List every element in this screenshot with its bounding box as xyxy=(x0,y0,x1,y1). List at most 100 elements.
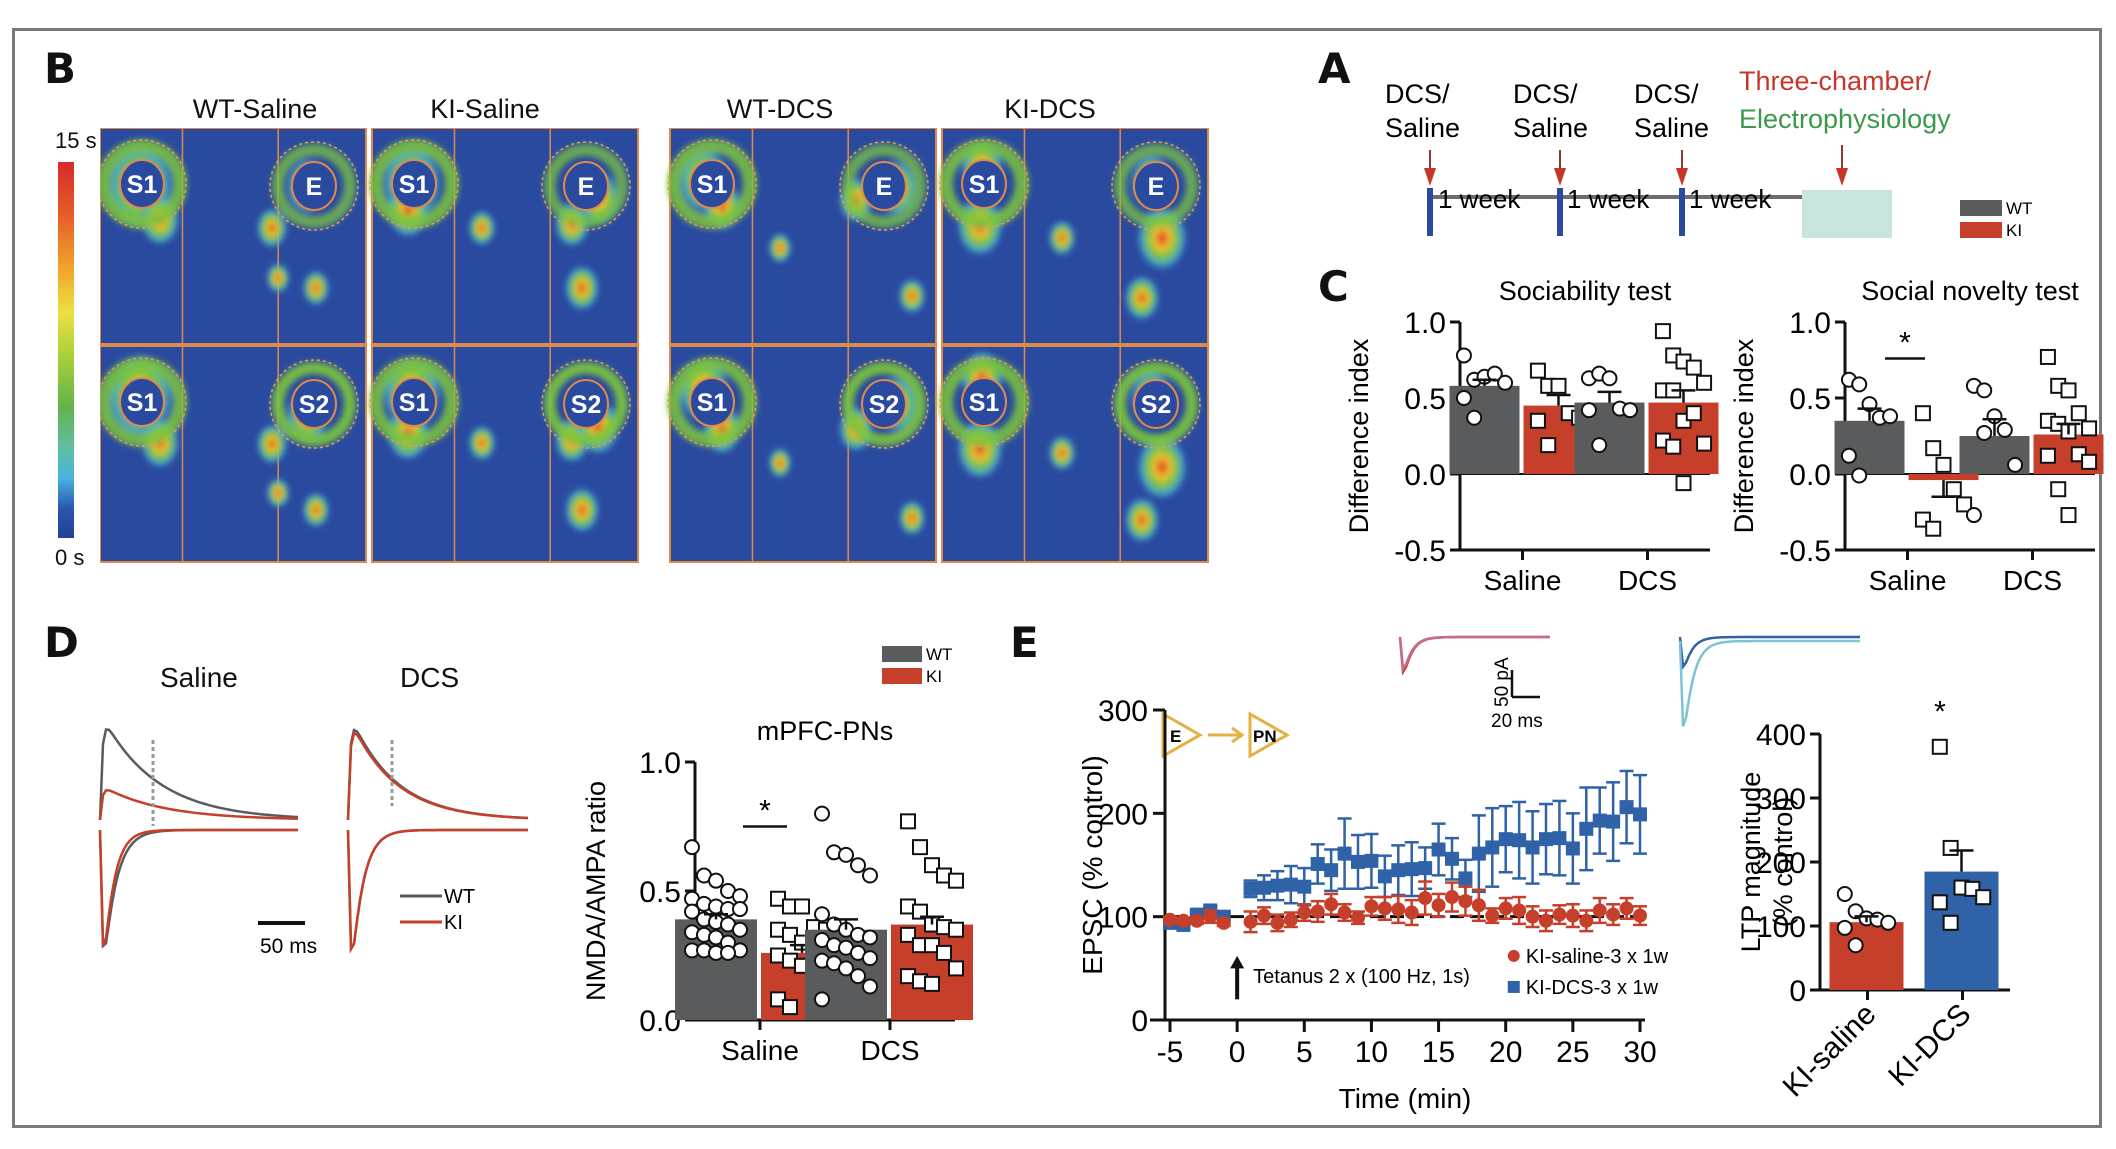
data-point xyxy=(720,944,736,961)
data-point xyxy=(1654,323,1671,340)
heat-blob xyxy=(898,277,926,315)
zone-dashed-circle xyxy=(541,359,631,449)
legend-label-wt: WT xyxy=(2006,199,2032,218)
y-axis-label-line: (% control) xyxy=(1768,797,1798,928)
bar xyxy=(1834,420,1905,474)
cage-label: S1 xyxy=(969,389,1000,417)
data-point xyxy=(814,805,830,822)
timeline-tick-2 xyxy=(1557,188,1563,236)
data-point xyxy=(1935,456,1952,473)
legend-swatch-ki xyxy=(882,668,922,684)
trace-ki-dcs-ampa xyxy=(346,828,528,954)
data-point xyxy=(1914,405,1931,422)
data-point xyxy=(936,944,952,961)
pyramidal-neuron-icon xyxy=(1248,711,1291,759)
data-point-square xyxy=(1552,831,1567,846)
data-point-circle xyxy=(1203,909,1218,924)
data-point xyxy=(912,839,928,856)
data-point xyxy=(1685,359,1702,376)
data-point-square xyxy=(1431,842,1446,857)
data-point xyxy=(948,960,964,977)
zone-dashed-circle xyxy=(839,141,929,231)
y-tick-label: 0.0 xyxy=(639,1005,681,1038)
x-tick-label: 30 xyxy=(1623,1036,1656,1069)
data-point xyxy=(1836,919,1853,936)
data-point-circle xyxy=(1512,903,1527,918)
legend-marker-ki-dcs xyxy=(1507,980,1520,993)
heatmap-title-ki-saline: KI-Saline xyxy=(430,94,540,124)
heat-blob xyxy=(302,491,330,529)
data-point-circle xyxy=(1579,913,1594,928)
social-novelty-chart: Social novelty test 1.0 0.5 0.0 -0.5 Differen… xyxy=(1729,276,2104,596)
data-point xyxy=(2060,507,2077,524)
heatmap-title-wt-saline: WT-Saline xyxy=(192,94,318,124)
zone-dashed-circle xyxy=(100,357,187,447)
data-point-square xyxy=(1418,861,1433,876)
heat-blob xyxy=(768,447,792,479)
neuron-e-label: E xyxy=(1170,727,1181,746)
trace-ki-saline-ampa xyxy=(98,828,298,947)
y-axis-label: NMDA/AMPA ratio xyxy=(581,781,611,1001)
y-tick-label: -0.5 xyxy=(1779,535,1831,568)
heat-blob xyxy=(564,264,600,312)
chart-title: mPFC-PNs xyxy=(757,720,894,746)
neuron-pn-label: PN xyxy=(1253,727,1277,746)
arrow-head-icon xyxy=(1676,168,1688,186)
data-point xyxy=(2039,447,2056,464)
cage-circle xyxy=(689,377,735,427)
tetanus-label: Tetanus 2 x (100 Hz, 1s) xyxy=(1253,966,1470,988)
bar xyxy=(1908,474,1979,481)
y-tick-label: 0.0 xyxy=(1404,459,1446,492)
heatmap-title-wt-dcs: WT-DCS xyxy=(726,94,834,124)
y-tick-label: 0.5 xyxy=(1789,383,1831,416)
x-tick-label: DCS xyxy=(2003,565,2062,596)
data-point-circle xyxy=(1257,908,1271,923)
heat-blob xyxy=(1048,434,1076,472)
data-point-square xyxy=(1297,879,1312,894)
data-point xyxy=(1601,370,1618,387)
data-point-circle xyxy=(1471,898,1486,913)
data-point-circle xyxy=(1351,910,1365,925)
heat-blob xyxy=(768,232,792,264)
trace-legend-ki: KI xyxy=(444,912,463,934)
injection-3-line2: Saline xyxy=(1634,113,1709,143)
heat-ring xyxy=(272,144,356,228)
heat-blob xyxy=(256,423,288,465)
legend-marker-ki-saline xyxy=(1507,949,1520,962)
x-tick-label: 5 xyxy=(1296,1036,1313,1069)
colorbar-max-label: 15 s xyxy=(55,128,97,153)
arrow-head-icon xyxy=(1836,168,1848,186)
x-tick-label: Saline xyxy=(1484,565,1562,596)
heatmap-grid: S1 E S1 S2 S1 E S1 S2 S1 E S1 S2 S1 E S1 S2 xyxy=(100,128,1209,563)
data-point-square xyxy=(1619,800,1634,815)
data-point-square xyxy=(1283,877,1298,892)
zone-dashed-circle xyxy=(1111,359,1201,449)
data-point-circle xyxy=(1243,914,1258,929)
data-point xyxy=(684,839,700,856)
data-point-circle xyxy=(1310,904,1325,919)
cage-label: S1 xyxy=(127,389,158,417)
data-point-circle xyxy=(1404,905,1419,920)
cage-label: S2 xyxy=(299,391,330,419)
data-point-circle xyxy=(1458,894,1473,909)
cage-circle xyxy=(119,377,165,427)
data-point-circle xyxy=(1297,905,1312,920)
data-point-square xyxy=(1498,832,1513,847)
heat-blob xyxy=(1136,433,1188,501)
data-point-square xyxy=(1512,833,1527,848)
heat-ring xyxy=(369,357,459,447)
heat-blob xyxy=(266,262,290,294)
data-point xyxy=(1956,496,1973,513)
data-point xyxy=(1591,437,1608,454)
zone-dashed-circle xyxy=(269,359,359,449)
data-point-circle xyxy=(1485,908,1500,923)
x-tick-label: Saline xyxy=(1869,565,1947,596)
chart-title: Sociability test xyxy=(1499,276,1672,306)
data-point xyxy=(1925,440,1942,457)
cage-circle xyxy=(961,159,1007,209)
data-point-circle xyxy=(1525,909,1540,924)
data-point xyxy=(1975,889,1992,906)
cage-circle xyxy=(119,159,165,209)
data-point xyxy=(1882,408,1899,425)
heat-ring xyxy=(544,144,628,228)
